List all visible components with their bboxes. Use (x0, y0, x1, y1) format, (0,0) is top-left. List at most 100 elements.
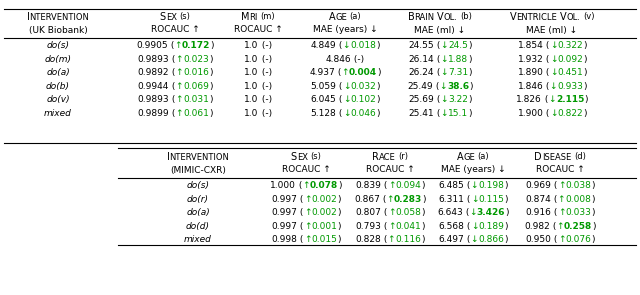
Text: ROCAUC ↑: ROCAUC ↑ (536, 165, 584, 175)
Text: (: ( (337, 82, 343, 91)
Text: 0.033: 0.033 (565, 208, 591, 217)
Text: do(a): do(a) (186, 208, 210, 217)
Text: ↑: ↑ (175, 109, 183, 118)
Text: ): ) (337, 195, 340, 204)
Text: (d): (d) (574, 153, 586, 161)
Text: 0.016: 0.016 (183, 68, 209, 77)
Text: 24.5: 24.5 (448, 41, 468, 50)
Text: ↑: ↑ (557, 235, 565, 244)
Text: ): ) (376, 41, 380, 50)
Text: ): ) (421, 235, 424, 244)
Text: do(r): do(r) (187, 195, 209, 204)
Text: RAIN: RAIN (415, 12, 435, 22)
Text: 0.916: 0.916 (525, 208, 551, 217)
Text: (: ( (434, 68, 440, 77)
Text: (-): (-) (351, 55, 364, 64)
Text: (: ( (335, 68, 342, 77)
Text: (: ( (298, 195, 304, 204)
Text: (: ( (296, 181, 303, 190)
Text: ↓: ↓ (470, 222, 478, 231)
Text: 0.189: 0.189 (478, 222, 504, 231)
Text: 1.846: 1.846 (518, 82, 543, 91)
Text: (: ( (551, 208, 557, 217)
Text: (: ( (464, 181, 470, 190)
Text: D: D (534, 152, 542, 162)
Text: (: ( (543, 55, 550, 64)
Text: 0.116: 0.116 (395, 235, 421, 244)
Text: 1.0: 1.0 (244, 55, 259, 64)
Text: ): ) (504, 235, 508, 244)
Text: ROCAUC ↑: ROCAUC ↑ (282, 165, 330, 175)
Text: 4.849: 4.849 (310, 41, 336, 50)
Text: do(v): do(v) (46, 95, 70, 104)
Text: (: ( (464, 235, 470, 244)
Text: ): ) (469, 82, 472, 91)
Text: ROCAUC ↑: ROCAUC ↑ (150, 25, 200, 35)
Text: 24.55: 24.55 (408, 41, 434, 50)
Text: ): ) (209, 55, 212, 64)
Text: A: A (457, 152, 463, 162)
Text: do(m): do(m) (45, 55, 72, 64)
Text: ↑: ↑ (557, 181, 565, 190)
Text: (-): (-) (259, 95, 272, 104)
Text: 0.061: 0.061 (183, 109, 209, 118)
Text: ): ) (468, 95, 472, 104)
Text: 0.069: 0.069 (183, 82, 209, 91)
Text: 3.22: 3.22 (448, 95, 468, 104)
Text: 0.997: 0.997 (271, 222, 298, 231)
Text: 1.0: 1.0 (244, 95, 259, 104)
Text: 0.793: 0.793 (355, 222, 381, 231)
Text: 5.059: 5.059 (310, 82, 337, 91)
Text: (: ( (298, 208, 304, 217)
Text: ): ) (209, 95, 212, 104)
Text: (: ( (169, 55, 175, 64)
Text: 0.018: 0.018 (350, 41, 376, 50)
Text: 1.0: 1.0 (244, 82, 259, 91)
Text: (: ( (542, 95, 548, 104)
Text: 6.497: 6.497 (438, 235, 464, 244)
Text: (: ( (434, 109, 440, 118)
Text: (: ( (168, 41, 174, 50)
Text: 0.115: 0.115 (478, 195, 504, 204)
Text: 0.982: 0.982 (524, 222, 550, 231)
Text: ↓: ↓ (342, 95, 350, 104)
Text: ): ) (209, 68, 212, 77)
Text: ↓: ↓ (548, 95, 556, 104)
Text: 1.900: 1.900 (518, 109, 543, 118)
Text: S: S (291, 152, 297, 162)
Text: (v): (v) (583, 12, 595, 22)
Text: ↓: ↓ (440, 109, 448, 118)
Text: ↓: ↓ (550, 55, 557, 64)
Text: ): ) (591, 195, 595, 204)
Text: ): ) (592, 222, 596, 231)
Text: OL.: OL. (566, 12, 580, 22)
Text: 0.807: 0.807 (355, 208, 381, 217)
Text: 1.88: 1.88 (448, 55, 468, 64)
Text: 0.283: 0.283 (394, 195, 422, 204)
Text: A: A (329, 12, 335, 22)
Text: (s): (s) (310, 153, 321, 161)
Text: V: V (437, 12, 444, 22)
Text: ↑: ↑ (556, 222, 564, 231)
Text: 0.9892: 0.9892 (138, 68, 169, 77)
Text: 0.9893: 0.9893 (138, 95, 169, 104)
Text: (: ( (336, 95, 342, 104)
Text: (s): (s) (179, 12, 190, 22)
Text: ↓: ↓ (469, 208, 477, 217)
Text: ): ) (376, 109, 380, 118)
Text: 0.322: 0.322 (557, 41, 583, 50)
Text: 0.451: 0.451 (557, 68, 583, 77)
Text: ↓: ↓ (550, 41, 557, 50)
Text: (: ( (169, 68, 175, 77)
Text: 1.932: 1.932 (518, 55, 543, 64)
Text: 1.0: 1.0 (244, 109, 259, 118)
Text: OL.: OL. (444, 12, 458, 22)
Text: ): ) (421, 208, 424, 217)
Text: 0.094: 0.094 (396, 181, 421, 190)
Text: ↑: ↑ (304, 235, 311, 244)
Text: ↓: ↓ (470, 195, 478, 204)
Text: (-): (-) (259, 55, 272, 64)
Text: (-): (-) (259, 41, 272, 50)
Text: 4.846: 4.846 (326, 55, 351, 64)
Text: ↓: ↓ (342, 41, 350, 50)
